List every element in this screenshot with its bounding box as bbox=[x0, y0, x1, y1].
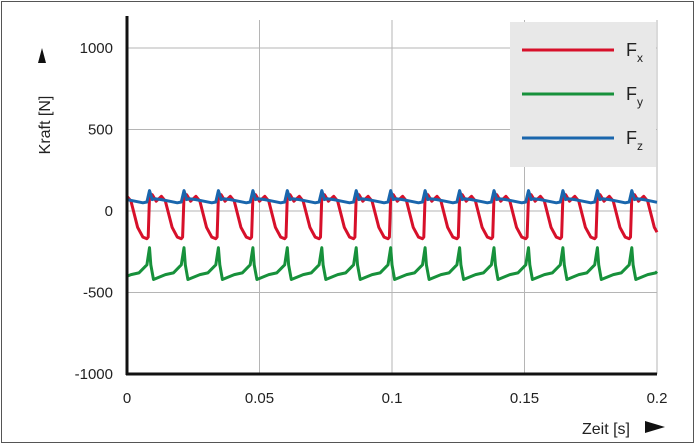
legend-label-y: Fy bbox=[626, 84, 643, 109]
legend: Fx Fy Fz bbox=[510, 22, 656, 167]
series-lines bbox=[125, 189, 659, 281]
y-tick-label: 0 bbox=[105, 203, 113, 220]
legend-label-z: Fz bbox=[626, 128, 643, 153]
y-tick-label: -500 bbox=[83, 285, 113, 302]
series-line-z bbox=[126, 189, 658, 205]
x-axis-label: Zeit [s] bbox=[582, 421, 630, 438]
axes bbox=[125, 16, 657, 376]
tick-labels: 0 0.05 0.1 0.15 0.2 1000 500 0 -500 -1000 bbox=[75, 40, 668, 407]
x-tick-label: 0.05 bbox=[245, 390, 274, 407]
series-line-y bbox=[126, 246, 659, 281]
y-axis-arrow-icon bbox=[38, 48, 46, 63]
y-tick-label: -1000 bbox=[75, 366, 113, 383]
legend-label-x: Fx bbox=[626, 40, 643, 65]
y-axis-label: Kraft [N] bbox=[37, 96, 54, 155]
x-tick-label: 0 bbox=[123, 390, 131, 407]
x-axis-arrow-icon bbox=[645, 421, 665, 433]
x-tick-label: 0.2 bbox=[647, 390, 668, 407]
x-tick-label: 0.15 bbox=[510, 390, 539, 407]
y-tick-label: 500 bbox=[88, 122, 113, 139]
x-tick-label: 0.1 bbox=[382, 390, 403, 407]
y-tick-label: 1000 bbox=[80, 40, 113, 57]
